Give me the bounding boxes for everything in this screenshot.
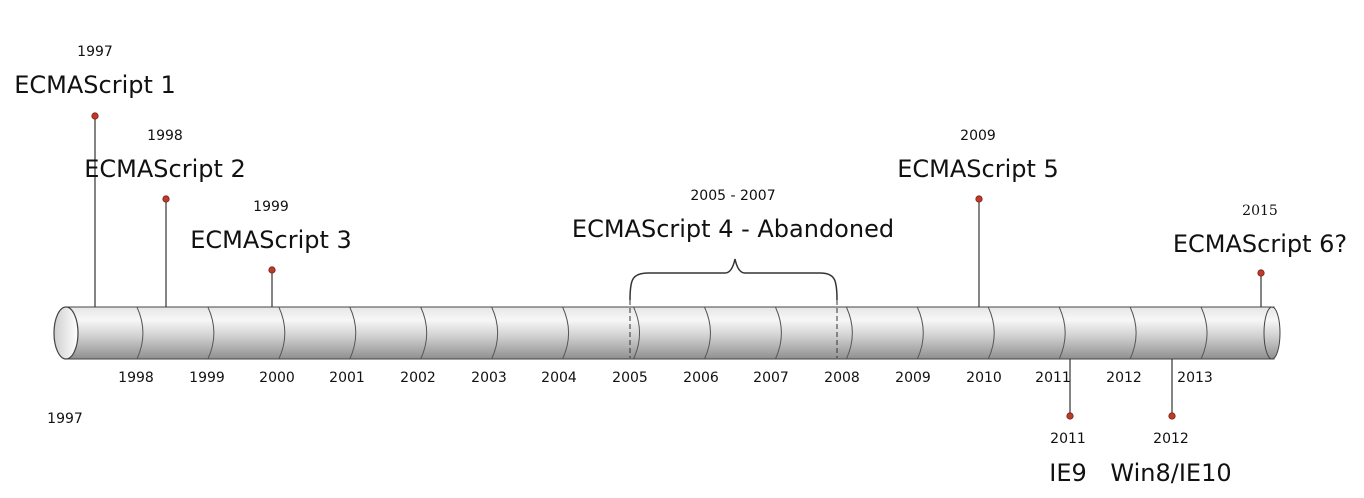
event-marker xyxy=(162,195,170,203)
tick-label: 2001 xyxy=(329,370,365,386)
tick-label: 2002 xyxy=(400,370,436,386)
segment-divider xyxy=(845,306,853,360)
segment-divider xyxy=(987,306,995,360)
event-ie9: 2011 IE9 xyxy=(1049,359,1087,487)
segment-divider xyxy=(1200,306,1208,360)
event-marker xyxy=(1066,412,1074,420)
timeline-bar xyxy=(53,300,1281,360)
event-ecmascript-2: 1998 ECMAScript 2 xyxy=(84,128,246,307)
event-marker xyxy=(268,266,276,274)
event-year: 2012 xyxy=(1153,431,1189,447)
tick-label: 2007 xyxy=(753,370,789,386)
event-year: 2015 xyxy=(1242,203,1278,219)
event-win8-ie10: 2012 Win8/IE10 xyxy=(1110,359,1232,487)
event-ecmascript-3: 1999 ECMAScript 3 xyxy=(190,199,352,307)
event-label: Win8/IE10 xyxy=(1110,459,1231,487)
segment-divider xyxy=(278,306,286,360)
tick-label: 2012 xyxy=(1106,370,1142,386)
tick-label: 2003 xyxy=(471,370,507,386)
event-year: 2009 xyxy=(960,128,996,144)
segment-divider xyxy=(562,306,570,360)
timeline-bar-end-cap xyxy=(1263,306,1281,360)
event-marker xyxy=(91,112,99,120)
segment-divider xyxy=(491,306,499,360)
segment-divider xyxy=(207,306,215,360)
segment-divider xyxy=(1129,306,1137,360)
event-label: IE9 xyxy=(1049,459,1087,487)
event-label: ECMAScript 1 xyxy=(14,71,176,99)
segment-divider xyxy=(1058,306,1066,360)
range-brace xyxy=(629,258,838,301)
timeline-bar-start-cap xyxy=(53,306,79,360)
timeline-segments xyxy=(136,306,1208,360)
event-label: ECMAScript 5 xyxy=(897,155,1059,183)
event-ecmascript-4: 2005 - 2007 ECMAScript 4 - Abandoned xyxy=(572,188,894,301)
event-ecmascript-6: 2015 ECMAScript 6? xyxy=(1173,203,1347,307)
segment-divider xyxy=(916,306,924,360)
tick-label: 2008 xyxy=(824,370,860,386)
tick-label: 2010 xyxy=(966,370,1002,386)
tick-label: 2005 xyxy=(612,370,648,386)
segment-divider xyxy=(420,306,428,360)
tick-label: 2004 xyxy=(541,370,577,386)
segment-divider xyxy=(349,306,357,360)
segment-divider xyxy=(136,306,144,360)
segment-divider xyxy=(704,306,711,360)
tick-label: 1998 xyxy=(118,370,154,386)
tick-label: 1999 xyxy=(189,370,225,386)
tick-label: 2006 xyxy=(683,370,719,386)
event-marker xyxy=(975,195,983,203)
event-year: 2011 xyxy=(1050,431,1086,447)
segment-divider xyxy=(633,306,641,360)
event-year: 1998 xyxy=(147,128,183,144)
event-label: ECMAScript 4 - Abandoned xyxy=(572,215,894,243)
tick-label: 2013 xyxy=(1177,370,1213,386)
event-label: ECMAScript 2 xyxy=(84,155,246,183)
segment-divider xyxy=(774,306,782,360)
event-label: ECMAScript 6? xyxy=(1173,230,1347,258)
axis-start-label: 1997 xyxy=(47,411,83,427)
event-marker xyxy=(1257,269,1265,277)
event-marker xyxy=(1168,412,1176,420)
tick-label: 2009 xyxy=(895,370,931,386)
event-year: 1997 xyxy=(77,44,113,60)
tick-label: 2000 xyxy=(259,370,295,386)
event-ecmascript-1: 1997 ECMAScript 1 xyxy=(14,44,176,307)
timeline-bar-body xyxy=(65,306,1275,360)
year-ticks: 1998 1999 2000 2001 2002 2003 2004 2005 … xyxy=(47,370,1213,427)
event-year: 2005 - 2007 xyxy=(690,188,775,204)
event-label: ECMAScript 3 xyxy=(190,226,352,254)
tick-label: 2011 xyxy=(1035,370,1071,386)
event-ecmascript-5: 2009 ECMAScript 5 xyxy=(897,128,1059,307)
event-year: 1999 xyxy=(253,199,289,215)
